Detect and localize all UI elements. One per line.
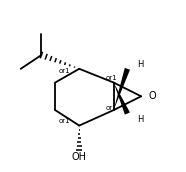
Text: or1: or1 — [106, 75, 118, 81]
Text: H: H — [137, 60, 143, 69]
Text: OH: OH — [72, 152, 87, 162]
Text: or1: or1 — [106, 105, 118, 110]
Text: or1: or1 — [58, 68, 70, 74]
Text: or1: or1 — [58, 118, 70, 124]
Polygon shape — [114, 68, 130, 110]
Text: H: H — [137, 115, 143, 124]
Text: O: O — [148, 91, 156, 101]
Polygon shape — [114, 83, 130, 115]
